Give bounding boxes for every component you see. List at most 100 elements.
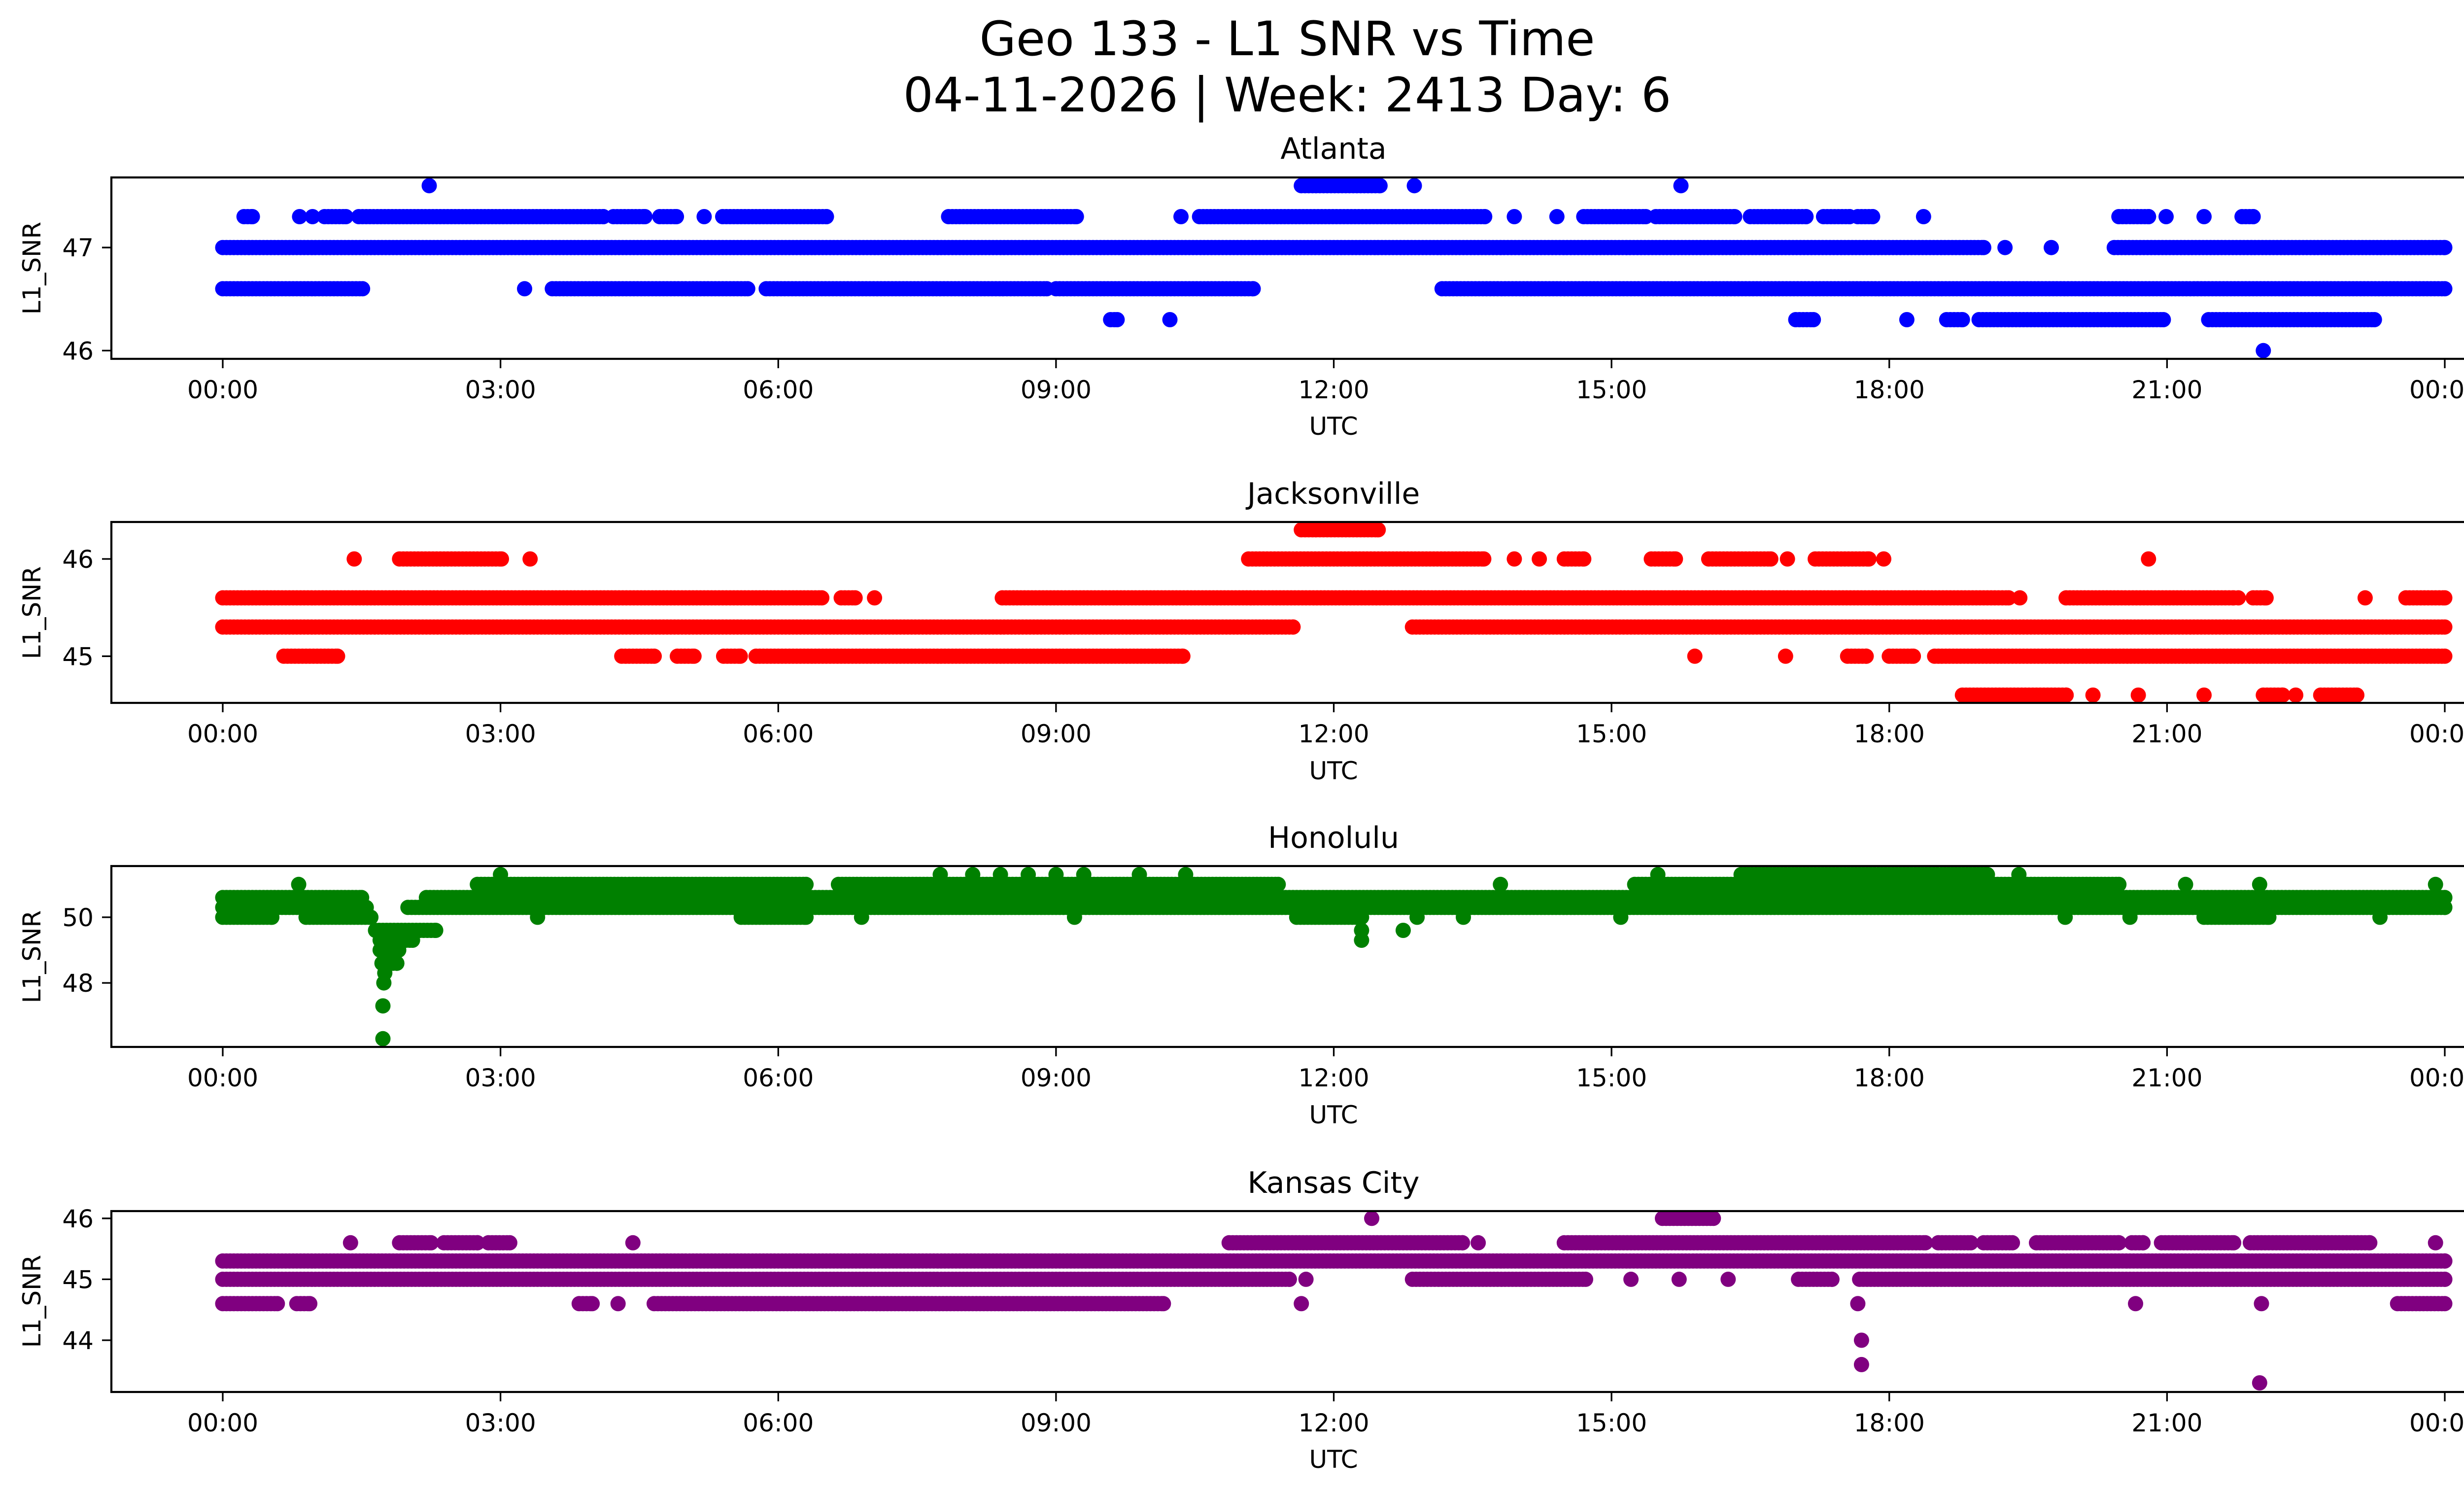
data-point bbox=[2437, 648, 2453, 664]
data-point bbox=[2437, 281, 2453, 297]
data-point bbox=[1806, 312, 1821, 327]
data-point bbox=[1858, 648, 1874, 664]
data-point bbox=[2261, 909, 2277, 925]
data-point bbox=[1285, 619, 1301, 635]
x-tick-label: 03:00 bbox=[465, 376, 536, 404]
x-tick-label: 03:00 bbox=[465, 720, 536, 748]
data-point bbox=[375, 1031, 391, 1046]
data-point bbox=[2141, 551, 2156, 567]
data-point bbox=[1997, 240, 2013, 255]
x-tick-label: 15:00 bbox=[1576, 720, 1647, 748]
data-point bbox=[2111, 876, 2127, 892]
y-tick-label: 48 bbox=[62, 969, 94, 998]
data-point bbox=[2141, 209, 2156, 224]
x-tick-label: 00:00 bbox=[187, 720, 258, 748]
data-point bbox=[330, 648, 345, 664]
data-point bbox=[1476, 551, 1492, 567]
data-point bbox=[2349, 687, 2364, 703]
x-tick-label: 12:00 bbox=[1298, 720, 1369, 748]
data-point bbox=[517, 281, 532, 297]
x-tick-label: 09:00 bbox=[1021, 1064, 1092, 1092]
data-point bbox=[1798, 209, 1814, 224]
x-tick-label: 18:00 bbox=[1854, 376, 1925, 404]
x-tick-label: 15:00 bbox=[1576, 376, 1647, 404]
data-point bbox=[1068, 209, 1084, 224]
data-point bbox=[338, 209, 354, 224]
data-point bbox=[2044, 240, 2059, 255]
panel-title: Atlanta bbox=[1280, 132, 1386, 166]
data-point bbox=[2122, 909, 2138, 925]
data-point bbox=[740, 281, 755, 297]
data-point bbox=[264, 909, 280, 925]
data-point bbox=[244, 209, 260, 224]
data-point bbox=[1576, 551, 1592, 567]
data-point bbox=[389, 955, 405, 971]
x-axis: 00:00 03:00 06:00 09:00 12:00 15:00 18:00 21:00… bbox=[187, 1047, 2464, 1092]
data-point bbox=[375, 998, 391, 1014]
data-point bbox=[1976, 240, 1991, 255]
data-point bbox=[421, 178, 437, 194]
data-point bbox=[2288, 687, 2303, 703]
data-point bbox=[2230, 590, 2246, 606]
data-point bbox=[696, 209, 712, 224]
data-point bbox=[1906, 648, 1921, 664]
x-tick-label: 21:00 bbox=[2131, 720, 2202, 748]
data-point bbox=[1865, 209, 1881, 224]
data-point bbox=[355, 281, 371, 297]
data-point bbox=[867, 590, 883, 606]
data-point bbox=[2156, 312, 2171, 327]
data-point bbox=[1668, 551, 1683, 567]
scatter-points bbox=[215, 522, 2453, 703]
data-point bbox=[1549, 209, 1565, 224]
data-point bbox=[2196, 209, 2212, 224]
data-point bbox=[798, 876, 814, 892]
data-point bbox=[2437, 590, 2453, 606]
data-point bbox=[1245, 281, 1261, 297]
data-point bbox=[2258, 590, 2274, 606]
x-tick-label: 09:00 bbox=[1021, 720, 1092, 748]
data-point bbox=[1409, 909, 1425, 925]
data-point bbox=[1916, 209, 1931, 224]
x-tick-label: 06:00 bbox=[743, 1064, 814, 1092]
x-tick-label: 00:00 bbox=[187, 376, 258, 404]
x-axis: 00:00 03:00 06:00 09:00 12:00 15:00 18:00 21:00… bbox=[187, 703, 2464, 748]
data-point bbox=[1066, 909, 1082, 925]
data-point bbox=[2196, 687, 2212, 703]
data-point bbox=[1532, 551, 1547, 567]
data-point bbox=[2057, 909, 2073, 925]
y-tick-label: 50 bbox=[62, 904, 94, 932]
data-point bbox=[647, 648, 662, 664]
data-point bbox=[1372, 178, 1388, 194]
data-point bbox=[686, 648, 702, 664]
data-point bbox=[1395, 923, 1411, 938]
x-tick-label: 00:00 bbox=[187, 1064, 258, 1092]
x-tick-label: 06:00 bbox=[743, 376, 814, 404]
x-tick-label: 18:00 bbox=[1854, 720, 1925, 748]
data-point bbox=[2130, 687, 2146, 703]
data-point bbox=[1456, 909, 1471, 925]
y-axis-label: L1_SNR bbox=[18, 222, 46, 315]
data-point bbox=[1899, 312, 1915, 327]
y-axis-label: L1_SNR bbox=[18, 566, 46, 660]
data-point bbox=[2245, 209, 2261, 224]
data-point bbox=[1778, 648, 1793, 664]
data-point bbox=[637, 209, 653, 224]
data-point bbox=[2252, 876, 2267, 892]
data-point bbox=[847, 590, 863, 606]
x-tick-label: 12:00 bbox=[1298, 1064, 1369, 1092]
figure-subtitle: 04-11-2026 | Week: 2413 Day: 6 bbox=[903, 68, 1672, 123]
data-point bbox=[2428, 876, 2443, 892]
data-point bbox=[1175, 648, 1191, 664]
data-point bbox=[2085, 687, 2101, 703]
panel-title: Jacksonville bbox=[1245, 477, 1420, 511]
data-point bbox=[2372, 909, 2388, 925]
data-point bbox=[494, 551, 509, 567]
data-point bbox=[305, 209, 320, 224]
data-point bbox=[428, 923, 444, 938]
y-tick-label: 47 bbox=[62, 234, 94, 262]
data-point bbox=[1354, 909, 1369, 925]
